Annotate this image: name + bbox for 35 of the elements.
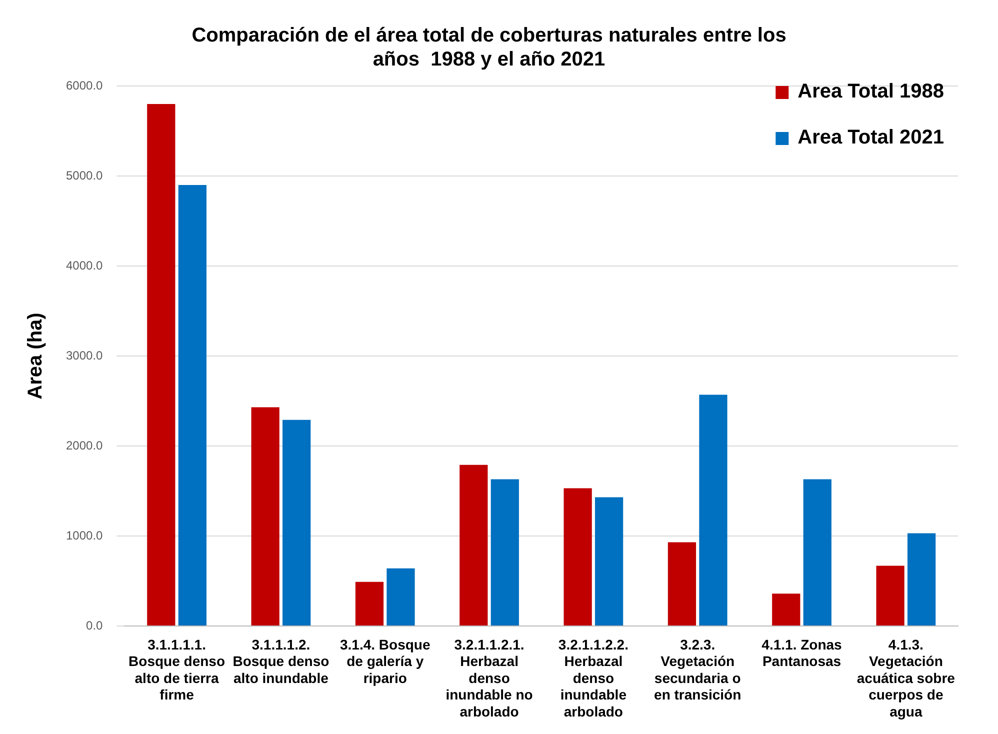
bar <box>907 533 936 626</box>
legend-label: Area Total 1988 <box>798 80 944 103</box>
y-tick-label: 3000.0 <box>66 348 104 362</box>
bar <box>460 464 488 626</box>
x-tick-label: 4.1.1. Zonas Pantanosas <box>762 636 842 670</box>
bar <box>386 568 415 626</box>
bar <box>803 479 832 626</box>
x-tick-label: 4.1.3. Vegetación acuática sobre cuerpos de agua <box>856 636 956 720</box>
bar <box>355 582 384 626</box>
x-tick-label: 3.1.1.1.2. Bosque denso alto inundable <box>232 636 330 686</box>
x-tick-label: 3.1.4. Bosque de galería y ripario <box>340 636 430 686</box>
bar <box>564 488 592 626</box>
y-tick-label: 4000.0 <box>66 258 104 272</box>
bar <box>876 566 904 626</box>
bar <box>594 497 624 626</box>
x-tick-label: 3.2.1.1.2.2. Herbazal denso inundable arbolado <box>558 636 628 720</box>
legend-label: Area Total 2021 <box>798 126 944 149</box>
bar <box>282 420 311 626</box>
y-tick-label: 6000.0 <box>66 78 104 92</box>
y-tick-label: 5000.0 <box>66 168 104 182</box>
bar <box>251 407 280 626</box>
y-axis-title: Area (ha) <box>24 312 47 400</box>
x-tick-label: 3.2.1.1.2.1. Herbazal denso inundable no arbolado <box>446 636 533 720</box>
bar <box>147 104 176 626</box>
bar <box>490 479 519 626</box>
y-tick-label: 2000.0 <box>66 438 104 452</box>
bar <box>668 542 696 626</box>
chart-title: Comparación de el área total de coberturas naturales entre los años 1988 y el año 2021 <box>192 24 786 71</box>
x-tick-label: 3.1.1.1.1. Bosque denso alto de tierra firme <box>128 636 226 703</box>
x-tick-label: 3.2.3. Vegetación secundaria o en transición <box>654 636 742 703</box>
bar <box>178 185 206 626</box>
y-tick-label: 0.0 <box>86 618 104 632</box>
bar <box>699 394 728 626</box>
bar <box>772 594 800 626</box>
y-tick-label: 1000.0 <box>66 528 104 542</box>
